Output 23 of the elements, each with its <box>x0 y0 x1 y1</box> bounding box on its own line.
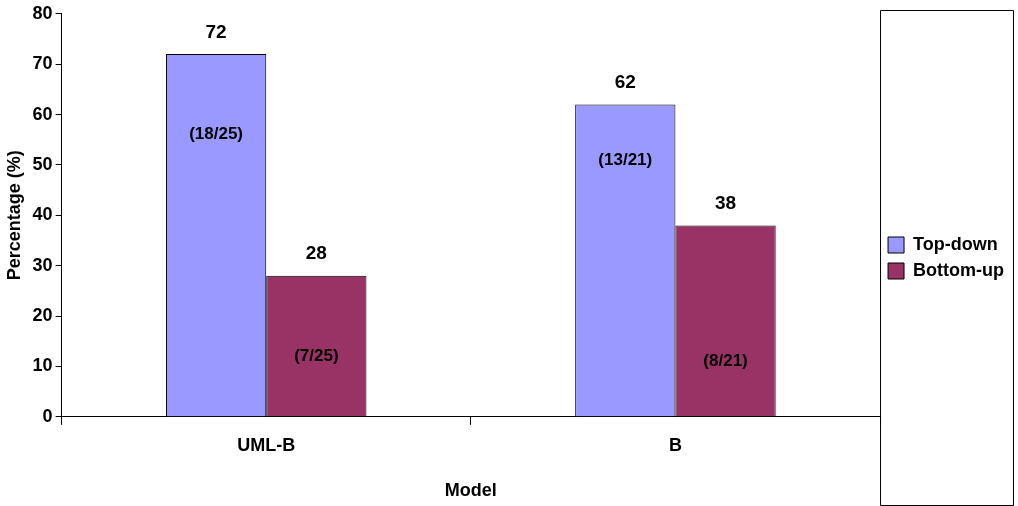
annotation: (18/25) <box>189 124 244 144</box>
annotation: (13/21) <box>598 149 653 169</box>
y-tick-label: 30 <box>32 254 53 275</box>
data-label: 28 <box>305 242 327 264</box>
data-label: 62 <box>614 71 636 93</box>
y-tick-label: 60 <box>32 103 53 124</box>
y-tick-label: 50 <box>32 153 53 174</box>
data-label: 38 <box>714 192 737 214</box>
legend-label: Bottom-up <box>913 259 1004 280</box>
y-tick-label: 10 <box>32 355 53 376</box>
y-axis-title: Percentage (%) <box>3 150 24 281</box>
x-tick-label: UML-B <box>237 434 296 455</box>
y-tick-label: 40 <box>32 204 53 225</box>
annotation: (8/21) <box>703 351 748 371</box>
x-tick-label: B <box>668 434 682 455</box>
data-label: 72 <box>205 20 227 42</box>
y-tick-label: 80 <box>32 2 53 23</box>
annotation: (7/25) <box>294 346 339 366</box>
y-tick-label: 20 <box>32 305 53 326</box>
y-tick-label: 70 <box>32 53 53 74</box>
x-axis-title: Model <box>444 480 497 501</box>
y-tick-label: 0 <box>42 405 53 426</box>
legend-label: Top-down <box>913 233 998 254</box>
